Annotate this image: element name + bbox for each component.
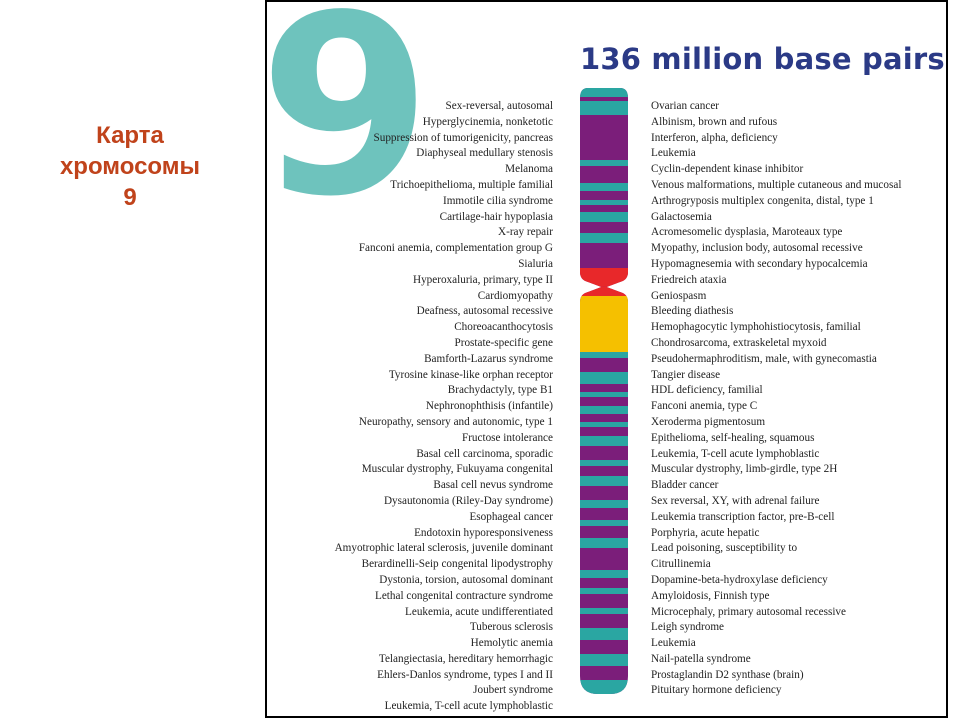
right-gene-label: Amyloidosis, Finnish type (651, 589, 770, 602)
left-gene-label: Prostate-specific gene (454, 336, 553, 349)
right-gene-label: Fanconi anemia, type C (651, 400, 758, 413)
left-gene-label: Hemolytic anemia (470, 637, 553, 650)
chromosome-9-map: 9 136 million base pairs (265, 0, 948, 718)
chromosome-number-numeral: 9 (267, 2, 432, 202)
left-gene-label: Fanconi anemia, complementation group G (358, 242, 553, 255)
right-gene-label: Bladder cancer (651, 479, 719, 492)
left-gene-label: Bamforth-Lazarus syndrome (424, 352, 553, 365)
right-gene-label: Citrullinemia (651, 558, 711, 571)
right-gene-label: Leigh syndrome (651, 621, 725, 634)
right-gene-label: Epithelioma, self-healing, squamous (651, 431, 815, 444)
base-pairs-heading: 136 million base pairs (580, 42, 945, 76)
right-gene-label: Albinism, brown and rufous (651, 115, 778, 128)
left-gene-label: Amyotrophic lateral sclerosis, juvenile … (334, 542, 553, 555)
right-gene-label: Galactosemia (651, 210, 712, 223)
left-gene-label: Melanoma (505, 163, 553, 176)
left-gene-label: Esophageal cancer (469, 510, 553, 523)
numeral-text: 9 (267, 2, 432, 202)
right-gene-label: Myopathy, inclusion body, autosomal rece… (651, 242, 863, 255)
right-gene-label: Chondrosarcoma, extraskeletal myxoid (651, 336, 827, 349)
right-gene-label: Lead poisoning, susceptibility to (651, 542, 798, 555)
chromosome-ideogram (580, 88, 628, 694)
left-gene-label: Hyperoxaluria, primary, type II (413, 273, 553, 286)
right-gene-label: Prostaglandin D2 synthase (brain) (651, 668, 804, 681)
right-gene-label: Hypomagnesemia with secondary hypocalcem… (651, 257, 868, 270)
left-gene-label: Sialuria (518, 257, 553, 270)
right-gene-label: Pseudohermaphroditism, male, with gyneco… (651, 352, 877, 365)
right-gene-label: Microcephaly, primary autosomal recessiv… (651, 605, 846, 618)
slide-title-line1: Карта (96, 122, 164, 149)
right-gene-label: Interferon, alpha, deficiency (651, 131, 778, 144)
right-gene-label: Arthrogryposis multiplex congenita, dist… (651, 194, 874, 207)
slide-title: Карта хромосомы 9 (20, 120, 240, 213)
left-gene-label: Tyrosine kinase-like orphan receptor (388, 368, 553, 381)
right-gene-label: Leukemia, T-cell acute lymphoblastic (651, 447, 820, 460)
left-gene-label: Cartilage-hair hypoplasia (439, 210, 553, 223)
left-gene-label: Leukemia, acute undifferentiated (405, 605, 553, 618)
left-gene-label: Choreoacanthocytosis (454, 321, 553, 334)
left-gene-label: Fructose intolerance (461, 431, 553, 444)
left-gene-label: Endotoxin hyporesponsiveness (414, 526, 553, 539)
right-gene-label: HDL deficiency, familial (651, 384, 763, 397)
right-gene-label: Bleeding diathesis (651, 305, 734, 318)
left-gene-label: Neuropathy, sensory and autonomic, type … (358, 415, 553, 428)
left-gene-label: Trichoepithelioma, multiple familial (390, 178, 553, 191)
right-gene-label: Hemophagocytic lymphohistiocytosis, fami… (651, 321, 861, 334)
right-gene-label: Acromesomelic dysplasia, Maroteaux type (651, 226, 843, 239)
left-gene-label: Dystonia, torsion, autosomal dominant (379, 573, 553, 586)
left-gene-label: Telangiectasia, hereditary hemorrhagic (378, 652, 553, 665)
left-gene-label: Leukemia, T-cell acute lymphoblastic (384, 700, 553, 713)
right-gene-label: Dopamine-beta-hydroxylase deficiency (651, 573, 828, 586)
left-gene-label: Lethal congenital contracture syndrome (375, 589, 553, 602)
left-gene-label: Deafness, autosomal recessive (416, 305, 553, 318)
left-gene-label: Suppression of tumorigenicity, pancreas (373, 131, 553, 144)
slide-title-line2: хромосомы (59, 153, 201, 180)
slide-title-line3: 9 (123, 184, 137, 211)
right-gene-label: Porphyria, acute hepatic (651, 526, 760, 539)
left-gene-label: X-ray repair (498, 226, 553, 239)
right-gene-label: Sex reversal, XY, with adrenal failure (651, 494, 820, 507)
left-gene-label: Muscular dystrophy, Fukuyama congenital (361, 463, 553, 476)
left-gene-label: Brachydactyly, type B1 (447, 384, 553, 397)
right-gene-label: Friedreich ataxia (651, 273, 727, 286)
left-gene-label: Joubert syndrome (473, 684, 553, 697)
right-gene-label: Leukemia transcription factor, pre-B-cel… (651, 510, 835, 523)
right-gene-label: Cyclin-dependent kinase inhibitor (651, 163, 804, 176)
left-gene-label: Sex-reversal, autosomal (445, 100, 554, 112)
left-gene-label: Immotile cilia syndrome (443, 194, 553, 207)
right-gene-label: Xeroderma pigmentosum (651, 415, 766, 428)
right-gene-label: Ovarian cancer (651, 100, 720, 112)
left-gene-label: Cardiomyopathy (477, 289, 553, 302)
right-gene-label: Pituitary hormone deficiency (651, 684, 782, 697)
right-gene-label: Leukemia (651, 637, 696, 650)
left-gene-label: Basal cell carcinoma, sporadic (416, 447, 553, 460)
left-gene-list: Sex-reversal, autosomal Hyperglycinemia, … (335, 99, 553, 715)
right-gene-label: Leukemia (651, 147, 696, 160)
chromosome-q-arm (580, 286, 628, 694)
right-gene-label: Tangier disease (651, 368, 721, 381)
left-gene-label: Dysautonomia (Riley-Day syndrome) (383, 494, 553, 507)
right-gene-label: Geniospasm (651, 289, 707, 302)
left-gene-label: Tuberous sclerosis (469, 621, 553, 634)
left-gene-label: Diaphyseal medullary stenosis (416, 147, 553, 160)
left-gene-label: Basal cell nevus syndrome (433, 479, 553, 492)
left-gene-label: Ehlers-Danlos syndrome, types I and II (377, 668, 553, 681)
right-gene-label: Nail-patella syndrome (651, 652, 751, 665)
right-gene-list: Ovarian cancer Albinism, brown and rufous… (651, 99, 901, 699)
right-gene-label: Muscular dystrophy, limb-girdle, type 2H (651, 463, 838, 476)
right-gene-label: Venous malformations, multiple cutaneous… (651, 178, 902, 191)
left-gene-label: Nephronophthisis (infantile) (425, 400, 553, 413)
left-gene-label: Berardinelli-Seip congenital lipodystrop… (361, 558, 553, 571)
chromosome-p-arm (580, 88, 628, 288)
left-gene-label: Hyperglycinemia, nonketotic (422, 115, 553, 128)
